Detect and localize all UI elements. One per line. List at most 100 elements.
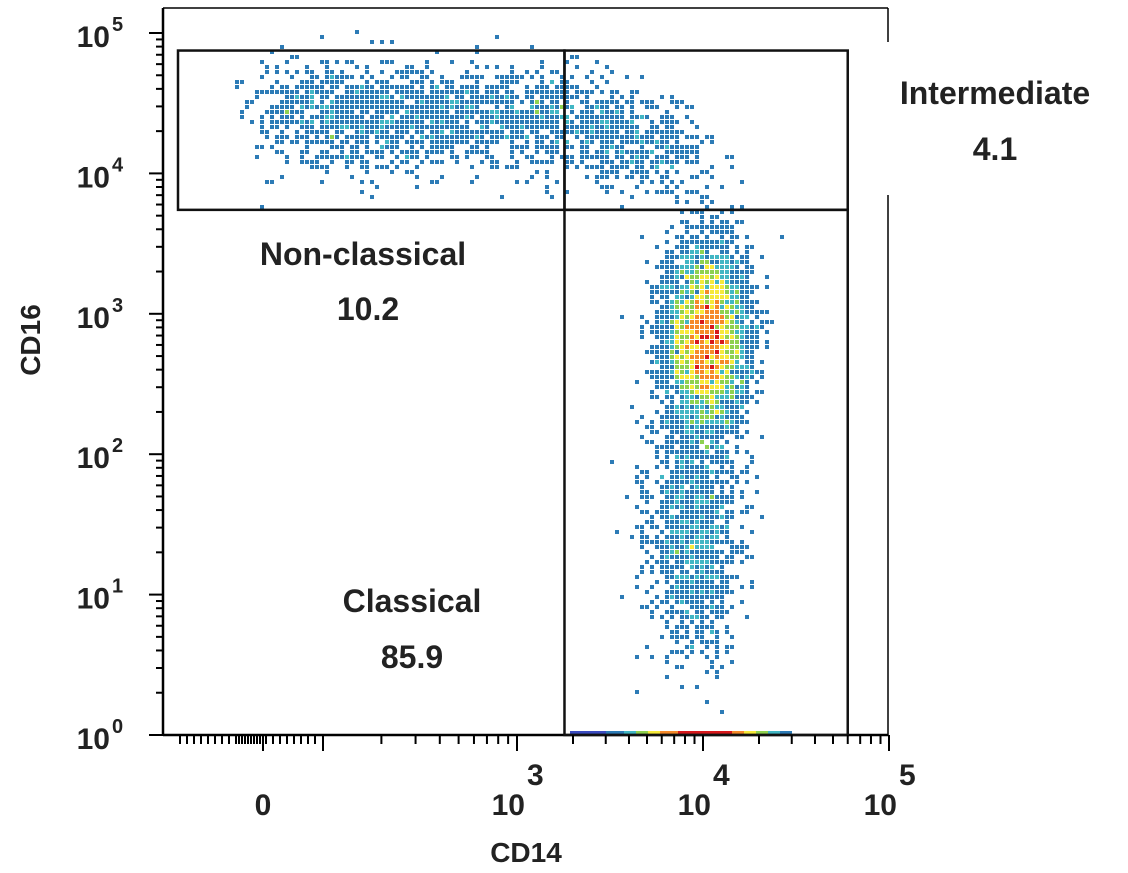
- density-cell: [630, 175, 634, 179]
- density-cell: [715, 320, 719, 324]
- density-cell: [705, 485, 709, 489]
- density-cell: [590, 105, 594, 109]
- density-cell: [695, 540, 699, 544]
- density-cell: [485, 85, 489, 89]
- density-cell: [335, 155, 339, 159]
- x-tick-label: 10: [864, 789, 897, 822]
- density-cell: [345, 85, 349, 89]
- density-cell: [700, 385, 704, 389]
- density-cell: [470, 105, 474, 109]
- density-cell: [545, 170, 549, 174]
- density-cell: [395, 70, 399, 74]
- density-cell: [725, 520, 729, 524]
- density-cell: [695, 520, 699, 524]
- density-cell: [725, 555, 729, 559]
- density-cell: [640, 495, 644, 499]
- density-cell: [660, 155, 664, 159]
- density-cell: [690, 375, 694, 379]
- pileup-cell: [672, 731, 678, 735]
- density-cell: [715, 500, 719, 504]
- density-cell: [735, 220, 739, 224]
- density-cell: [625, 160, 629, 164]
- density-cell: [675, 200, 679, 204]
- density-cell: [350, 110, 354, 114]
- density-cell: [655, 605, 659, 609]
- density-cell: [555, 100, 559, 104]
- density-cell: [700, 490, 704, 494]
- density-cell: [640, 510, 644, 514]
- density-cell: [730, 415, 734, 419]
- density-cell: [630, 95, 634, 99]
- density-cell: [700, 230, 704, 234]
- density-cell: [715, 390, 719, 394]
- density-cell: [690, 400, 694, 404]
- density-cell: [725, 430, 729, 434]
- density-cell: [540, 65, 544, 69]
- density-cell: [345, 125, 349, 129]
- density-cell: [515, 135, 519, 139]
- density-cell: [705, 700, 709, 704]
- density-cell: [645, 535, 649, 539]
- y-tick-exponent: 3: [112, 295, 123, 317]
- density-cell: [695, 160, 699, 164]
- density-cell: [550, 70, 554, 74]
- density-cell: [740, 550, 744, 554]
- density-cell: [700, 475, 704, 479]
- density-cell: [695, 375, 699, 379]
- density-cell: [570, 55, 574, 59]
- density-cell: [345, 135, 349, 139]
- density-cell: [725, 510, 729, 514]
- density-cell: [590, 120, 594, 124]
- density-cell: [335, 85, 339, 89]
- density-cell: [610, 170, 614, 174]
- density-cell: [660, 160, 664, 164]
- density-cell: [690, 410, 694, 414]
- density-cell: [705, 355, 709, 359]
- density-cell: [270, 145, 274, 149]
- density-cell: [740, 330, 744, 334]
- density-cell: [675, 540, 679, 544]
- density-cell: [435, 110, 439, 114]
- density-cell: [635, 465, 639, 469]
- density-cell: [390, 160, 394, 164]
- density-cell: [655, 330, 659, 334]
- density-cell: [755, 400, 759, 404]
- density-cell: [695, 630, 699, 634]
- density-cell: [685, 255, 689, 259]
- density-cell: [715, 440, 719, 444]
- gate-classical[interactable]: [563, 208, 849, 737]
- density-cell: [740, 495, 744, 499]
- density-cell: [605, 105, 609, 109]
- density-cell: [740, 560, 744, 564]
- density-cell: [550, 95, 554, 99]
- density-cell: [695, 575, 699, 579]
- density-cell: [275, 140, 279, 144]
- density-cell: [735, 235, 739, 239]
- density-cell: [665, 545, 669, 549]
- density-cell: [405, 140, 409, 144]
- density-cell: [520, 125, 524, 129]
- density-cell: [340, 150, 344, 154]
- density-cell: [685, 225, 689, 229]
- density-cell: [450, 115, 454, 119]
- density-cell: [385, 145, 389, 149]
- density-cell: [725, 420, 729, 424]
- density-cell: [685, 105, 689, 109]
- density-cell: [530, 100, 534, 104]
- density-cell: [380, 120, 384, 124]
- density-cell: [650, 540, 654, 544]
- density-cell: [285, 110, 289, 114]
- density-cell: [755, 475, 759, 479]
- density-cell: [690, 485, 694, 489]
- density-cell: [675, 170, 679, 174]
- density-cell: [670, 485, 674, 489]
- density-cell: [605, 185, 609, 189]
- density-cell: [740, 220, 744, 224]
- density-cell: [700, 625, 704, 629]
- gate-label-classical: Classical: [343, 583, 482, 619]
- density-cell: [420, 115, 424, 119]
- density-cell: [665, 345, 669, 349]
- density-cell: [710, 570, 714, 574]
- density-cell: [745, 370, 749, 374]
- density-cell: [690, 305, 694, 309]
